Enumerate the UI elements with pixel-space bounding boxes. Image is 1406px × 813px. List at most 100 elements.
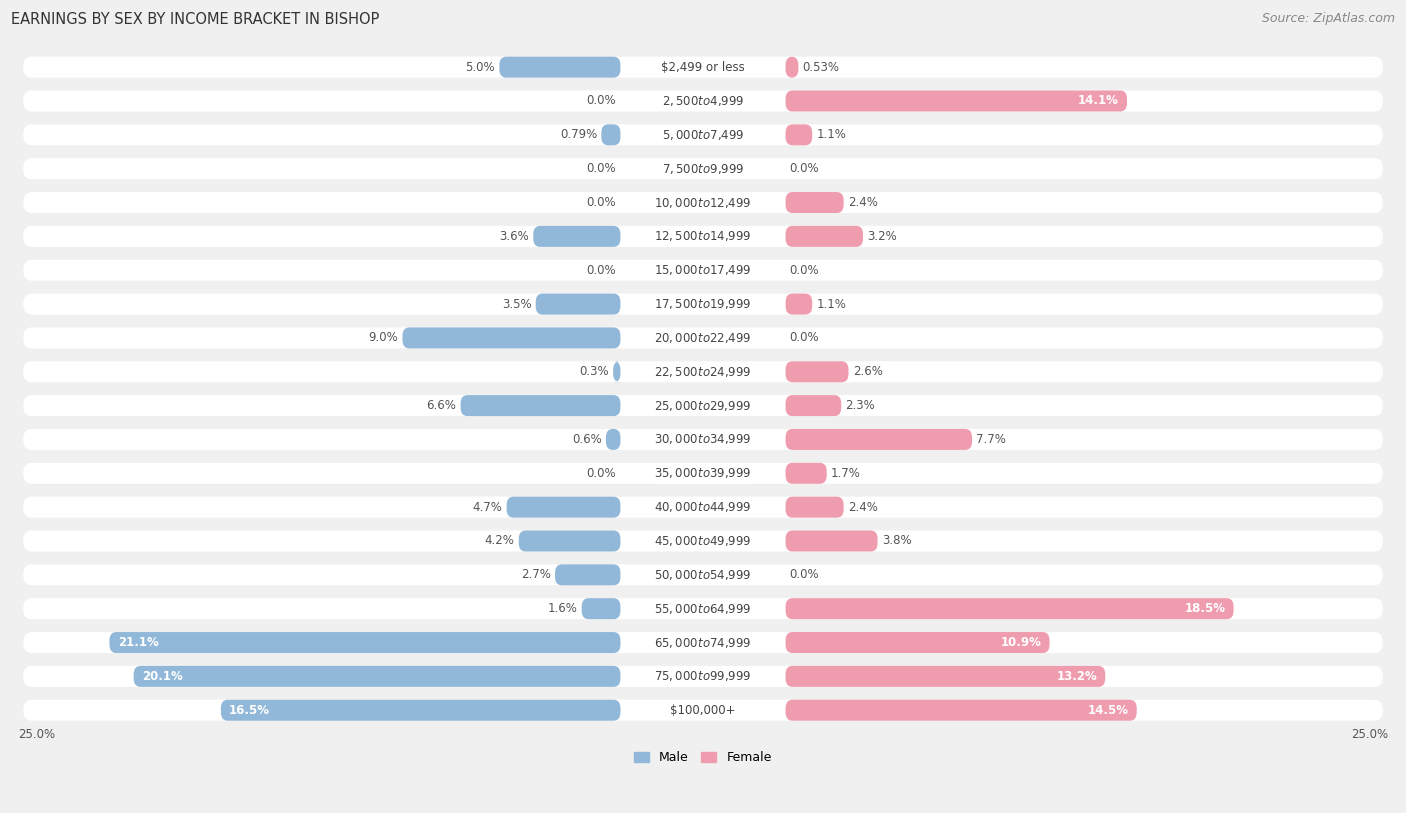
- Text: 0.0%: 0.0%: [790, 568, 820, 581]
- FancyBboxPatch shape: [24, 226, 1382, 247]
- FancyBboxPatch shape: [24, 192, 1382, 213]
- FancyBboxPatch shape: [602, 124, 620, 146]
- FancyBboxPatch shape: [519, 531, 620, 551]
- Text: 3.8%: 3.8%: [882, 534, 911, 547]
- FancyBboxPatch shape: [24, 463, 1382, 484]
- FancyBboxPatch shape: [24, 328, 1382, 349]
- Text: 0.79%: 0.79%: [560, 128, 598, 141]
- Text: $100,000+: $100,000+: [671, 704, 735, 717]
- Text: $12,500 to $14,999: $12,500 to $14,999: [654, 229, 752, 243]
- Text: 0.0%: 0.0%: [586, 263, 616, 276]
- Text: $25,000 to $29,999: $25,000 to $29,999: [654, 398, 752, 413]
- Text: $55,000 to $64,999: $55,000 to $64,999: [654, 602, 752, 615]
- Text: 4.7%: 4.7%: [472, 501, 502, 514]
- Text: $15,000 to $17,499: $15,000 to $17,499: [654, 263, 752, 277]
- Text: $10,000 to $12,499: $10,000 to $12,499: [654, 196, 752, 210]
- FancyBboxPatch shape: [24, 564, 1382, 585]
- FancyBboxPatch shape: [24, 57, 1382, 77]
- Text: $7,500 to $9,999: $7,500 to $9,999: [662, 162, 744, 176]
- FancyBboxPatch shape: [134, 666, 620, 687]
- FancyBboxPatch shape: [786, 497, 844, 518]
- Text: 1.7%: 1.7%: [831, 467, 860, 480]
- FancyBboxPatch shape: [24, 159, 1382, 179]
- FancyBboxPatch shape: [24, 429, 1382, 450]
- Text: $22,500 to $24,999: $22,500 to $24,999: [654, 365, 752, 379]
- Text: 1.1%: 1.1%: [817, 298, 846, 311]
- FancyBboxPatch shape: [461, 395, 620, 416]
- FancyBboxPatch shape: [24, 632, 1382, 653]
- Text: 9.0%: 9.0%: [368, 332, 398, 345]
- Text: 1.1%: 1.1%: [817, 128, 846, 141]
- FancyBboxPatch shape: [24, 700, 1382, 720]
- Text: 18.5%: 18.5%: [1184, 602, 1226, 615]
- FancyBboxPatch shape: [786, 57, 799, 77]
- FancyBboxPatch shape: [24, 666, 1382, 687]
- Text: 7.7%: 7.7%: [976, 433, 1007, 446]
- Text: 0.0%: 0.0%: [586, 467, 616, 480]
- Text: $40,000 to $44,999: $40,000 to $44,999: [654, 500, 752, 514]
- FancyBboxPatch shape: [786, 463, 827, 484]
- Text: $50,000 to $54,999: $50,000 to $54,999: [654, 567, 752, 582]
- Text: 6.6%: 6.6%: [426, 399, 457, 412]
- FancyBboxPatch shape: [786, 395, 841, 416]
- FancyBboxPatch shape: [24, 497, 1382, 518]
- Text: 3.6%: 3.6%: [499, 230, 529, 243]
- Text: 0.0%: 0.0%: [790, 332, 820, 345]
- Text: $65,000 to $74,999: $65,000 to $74,999: [654, 636, 752, 650]
- Text: 0.0%: 0.0%: [790, 162, 820, 175]
- Text: $75,000 to $99,999: $75,000 to $99,999: [654, 669, 752, 684]
- Text: 0.53%: 0.53%: [803, 61, 839, 74]
- Text: 1.6%: 1.6%: [548, 602, 578, 615]
- Text: 2.4%: 2.4%: [848, 196, 877, 209]
- Text: 0.0%: 0.0%: [586, 162, 616, 175]
- FancyBboxPatch shape: [786, 429, 972, 450]
- Text: 2.6%: 2.6%: [852, 365, 883, 378]
- FancyBboxPatch shape: [606, 429, 620, 450]
- FancyBboxPatch shape: [786, 361, 849, 382]
- Text: 0.0%: 0.0%: [790, 263, 820, 276]
- Text: 0.0%: 0.0%: [586, 196, 616, 209]
- Text: 16.5%: 16.5%: [229, 704, 270, 717]
- FancyBboxPatch shape: [402, 328, 620, 349]
- FancyBboxPatch shape: [786, 192, 844, 213]
- Text: 25.0%: 25.0%: [1351, 728, 1388, 741]
- Text: $35,000 to $39,999: $35,000 to $39,999: [654, 467, 752, 480]
- FancyBboxPatch shape: [24, 293, 1382, 315]
- Text: $30,000 to $34,999: $30,000 to $34,999: [654, 433, 752, 446]
- FancyBboxPatch shape: [786, 531, 877, 551]
- FancyBboxPatch shape: [555, 564, 620, 585]
- Text: 20.1%: 20.1%: [142, 670, 183, 683]
- FancyBboxPatch shape: [24, 531, 1382, 551]
- FancyBboxPatch shape: [533, 226, 620, 247]
- FancyBboxPatch shape: [506, 497, 620, 518]
- Text: 0.0%: 0.0%: [586, 94, 616, 107]
- Text: $20,000 to $22,499: $20,000 to $22,499: [654, 331, 752, 345]
- Text: 2.3%: 2.3%: [845, 399, 875, 412]
- FancyBboxPatch shape: [786, 632, 1049, 653]
- Text: $17,500 to $19,999: $17,500 to $19,999: [654, 297, 752, 311]
- Text: 25.0%: 25.0%: [18, 728, 55, 741]
- FancyBboxPatch shape: [24, 259, 1382, 280]
- Text: 0.6%: 0.6%: [572, 433, 602, 446]
- FancyBboxPatch shape: [24, 395, 1382, 416]
- Text: 13.2%: 13.2%: [1056, 670, 1097, 683]
- Text: Source: ZipAtlas.com: Source: ZipAtlas.com: [1261, 12, 1395, 25]
- Text: $45,000 to $49,999: $45,000 to $49,999: [654, 534, 752, 548]
- FancyBboxPatch shape: [786, 226, 863, 247]
- FancyBboxPatch shape: [786, 124, 813, 146]
- Text: $2,500 to $4,999: $2,500 to $4,999: [662, 94, 744, 108]
- FancyBboxPatch shape: [536, 293, 620, 315]
- Text: 2.7%: 2.7%: [522, 568, 551, 581]
- FancyBboxPatch shape: [24, 90, 1382, 111]
- Text: 14.5%: 14.5%: [1087, 704, 1129, 717]
- FancyBboxPatch shape: [786, 90, 1128, 111]
- FancyBboxPatch shape: [24, 124, 1382, 146]
- FancyBboxPatch shape: [499, 57, 620, 77]
- Text: 2.4%: 2.4%: [848, 501, 877, 514]
- FancyBboxPatch shape: [613, 361, 620, 382]
- FancyBboxPatch shape: [582, 598, 620, 620]
- FancyBboxPatch shape: [786, 700, 1136, 720]
- Text: 3.5%: 3.5%: [502, 298, 531, 311]
- Text: 0.3%: 0.3%: [579, 365, 609, 378]
- Text: 21.1%: 21.1%: [118, 636, 159, 649]
